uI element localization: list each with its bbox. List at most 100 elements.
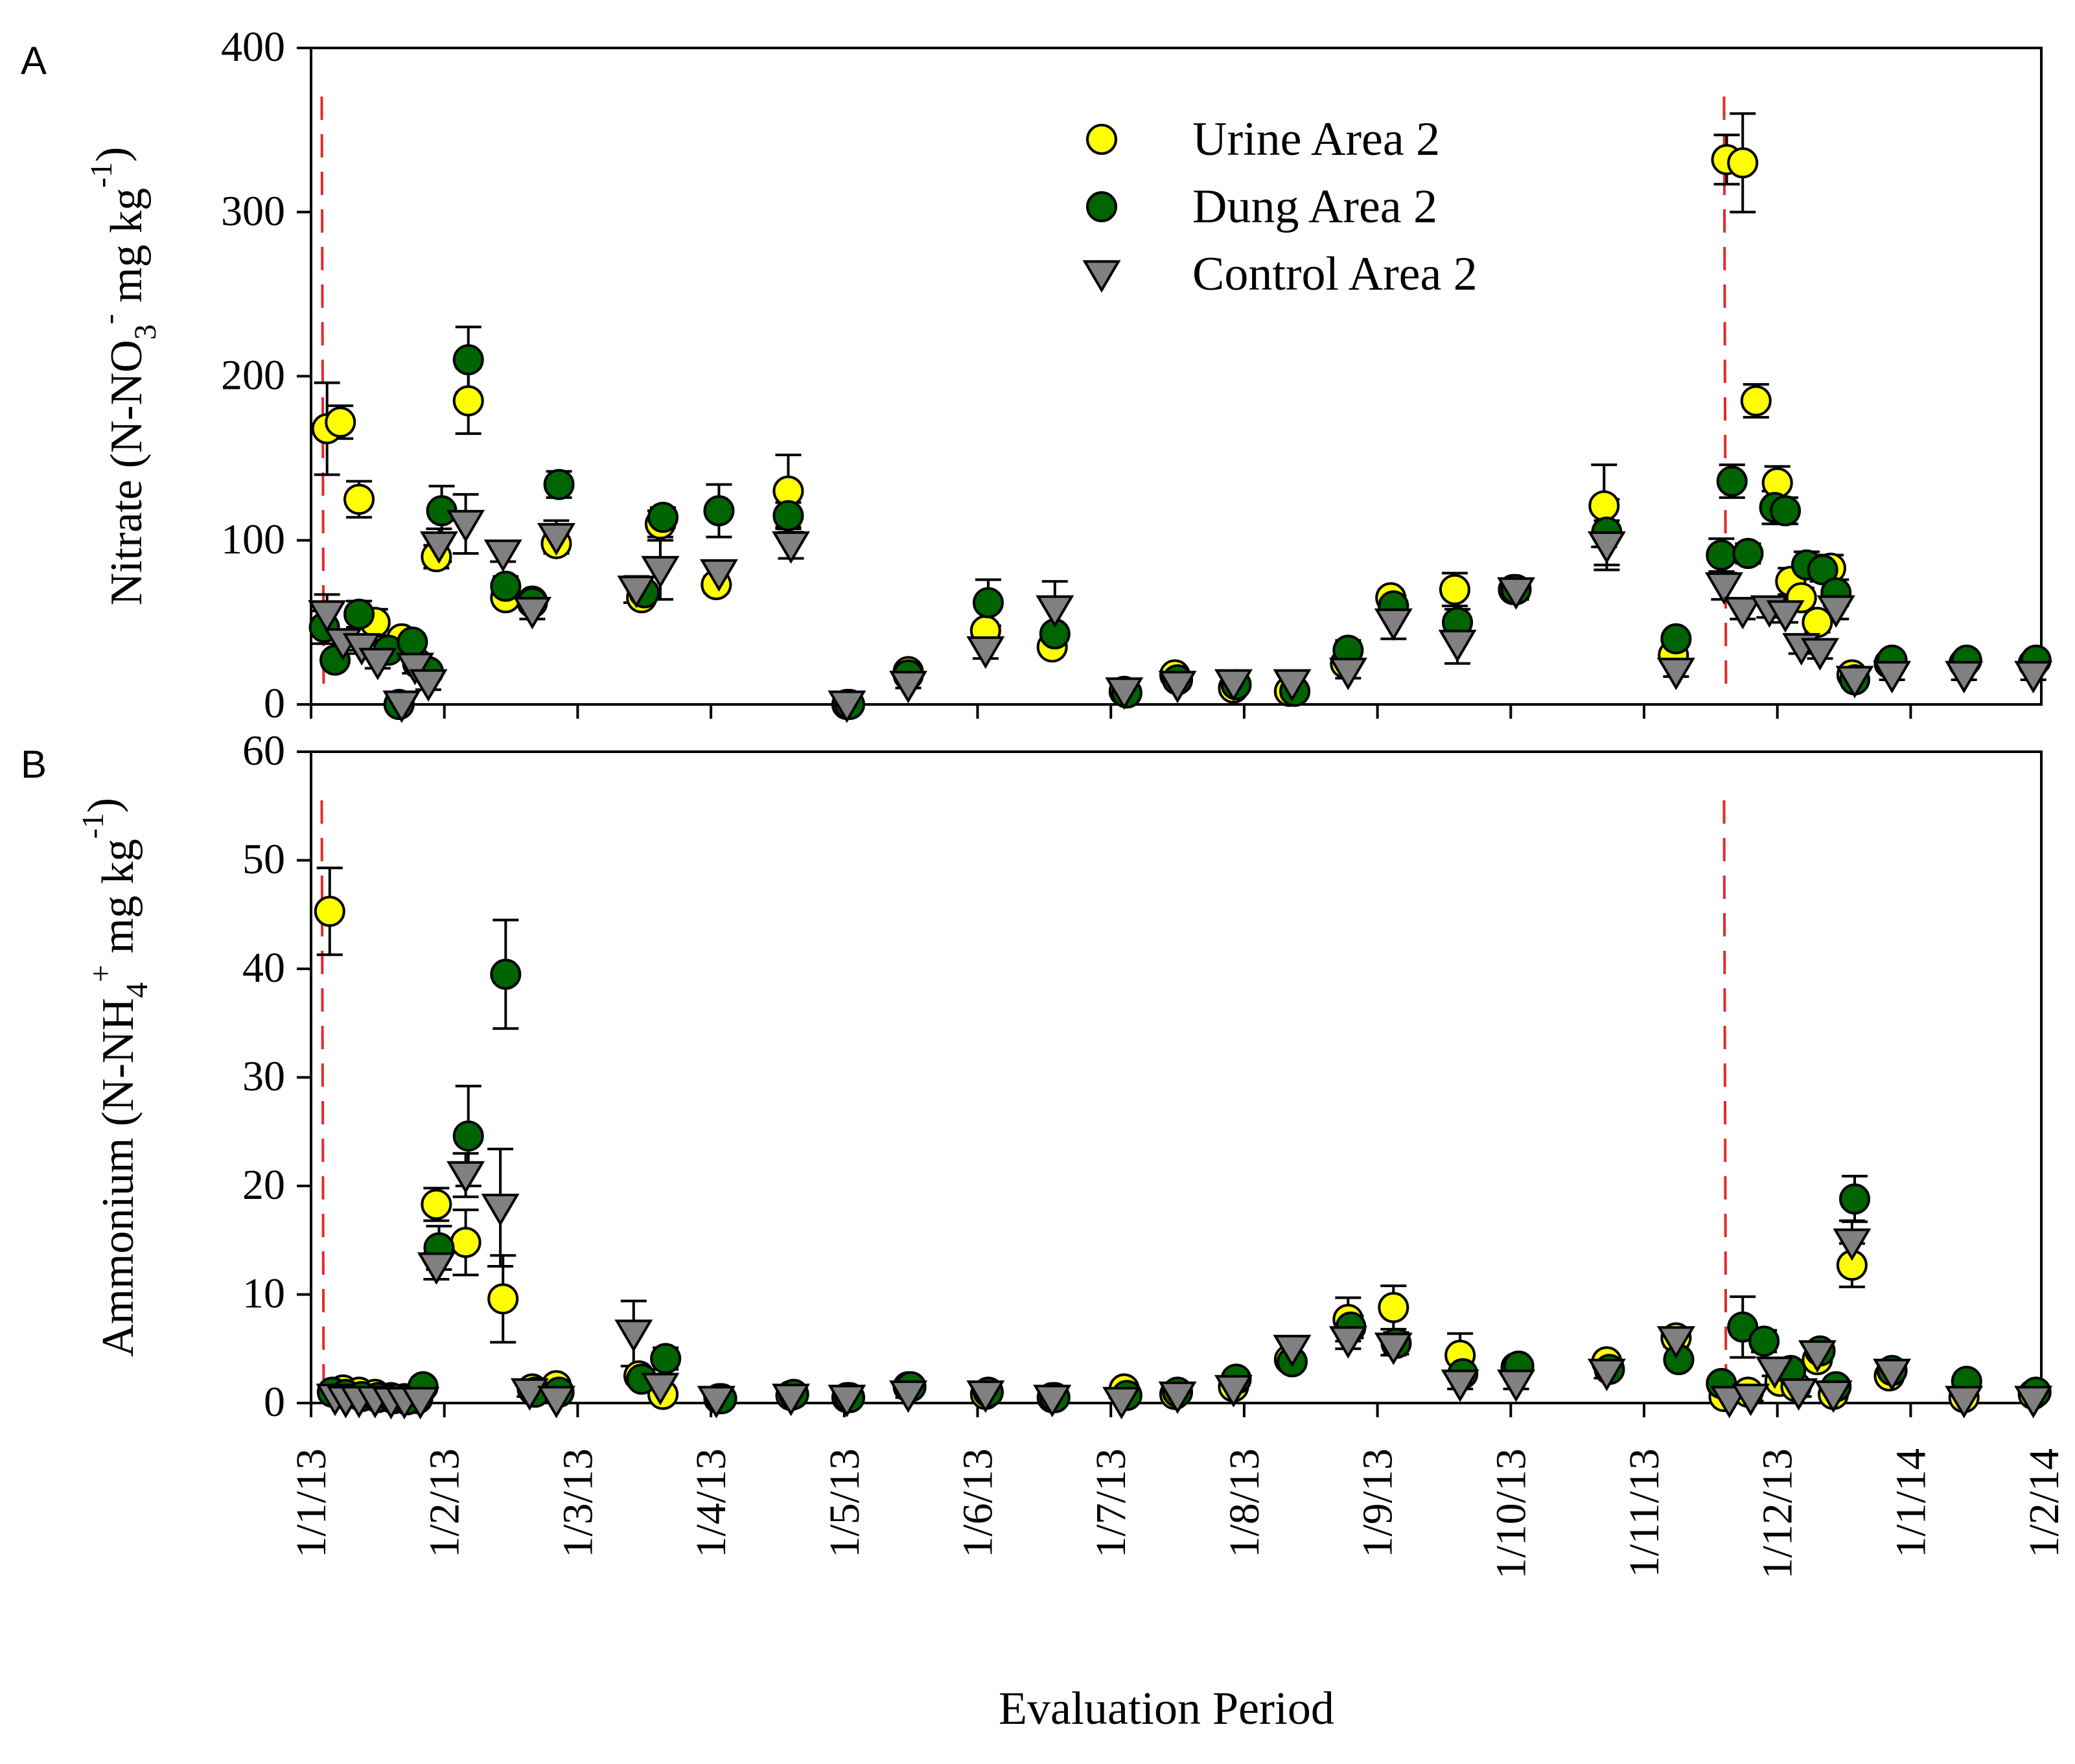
data-point bbox=[452, 385, 484, 417]
legend-marker bbox=[1086, 191, 1117, 222]
panel-a-reference-line bbox=[320, 96, 325, 692]
x-tick-label: 1/1/13 bbox=[288, 1448, 335, 1558]
data-point bbox=[487, 1283, 519, 1315]
data-point bbox=[1158, 1381, 1197, 1414]
panel-a-ytick-label: 200 bbox=[221, 352, 285, 399]
data-point bbox=[1732, 1384, 1770, 1417]
data-point bbox=[1656, 657, 1695, 690]
data-point bbox=[966, 636, 1005, 669]
data-point bbox=[972, 586, 1004, 618]
panel-a-markers-urine-area-2 bbox=[311, 144, 2049, 720]
data-point bbox=[1835, 666, 1874, 699]
panel-a-ytick-label: 400 bbox=[221, 23, 285, 71]
x-axis: 1/1/13 1/2/13 1/3/13 1/4/13 1/5/13 1/6/13 1/7/… bbox=[288, 1448, 2068, 1579]
data-point bbox=[772, 1384, 811, 1417]
panel-a-label: A bbox=[21, 39, 47, 82]
data-point bbox=[483, 539, 522, 572]
panel-b-label: B bbox=[21, 743, 47, 786]
data-point bbox=[1816, 595, 1855, 628]
data-point bbox=[1036, 595, 1074, 628]
x-tick-label: 1/11/13 bbox=[1621, 1448, 1668, 1577]
data-point bbox=[1497, 1369, 1536, 1402]
data-point bbox=[1801, 638, 1840, 671]
panel-b-ytick-label: 10 bbox=[242, 1270, 285, 1317]
data-point bbox=[1102, 1387, 1141, 1420]
data-point bbox=[1727, 1311, 1759, 1343]
legend-label: Dung Area 2 bbox=[1192, 180, 1437, 233]
data-point bbox=[343, 483, 375, 515]
data-point bbox=[1807, 554, 1838, 586]
panel-a-markers-control-area-2 bbox=[308, 509, 2053, 723]
panel-b-ytick-label: 0 bbox=[264, 1378, 285, 1426]
data-point bbox=[1214, 1375, 1253, 1408]
data-point bbox=[446, 509, 485, 543]
data-point bbox=[308, 600, 347, 633]
panel-a: 0 100 200 300 400 A Nitrate (N-NO3- mg kg-1) bbox=[21, 23, 2053, 727]
data-point bbox=[2014, 1386, 2053, 1419]
data-point bbox=[1441, 1369, 1479, 1402]
legend-marker bbox=[1082, 260, 1121, 293]
data-point bbox=[1723, 597, 1762, 630]
data-point bbox=[1814, 1380, 1853, 1413]
panel-b-markers-dung-area-2 bbox=[316, 958, 2052, 1415]
data-point bbox=[889, 1380, 928, 1413]
data-point bbox=[490, 570, 522, 602]
legend-label: Urine Area 2 bbox=[1192, 113, 1440, 166]
data-point bbox=[409, 669, 448, 702]
data-point bbox=[395, 653, 434, 686]
data-point bbox=[697, 1386, 736, 1419]
data-point bbox=[314, 896, 345, 927]
data-point bbox=[617, 575, 656, 609]
data-point bbox=[1660, 623, 1692, 655]
legend: Urine Area 2 Dung Area 2 Control Area 2 bbox=[1082, 113, 1478, 301]
panel-a-ytick-label: 100 bbox=[221, 516, 285, 563]
x-tick-label: 1/12/13 bbox=[1754, 1448, 1802, 1579]
data-point bbox=[343, 598, 375, 630]
data-point bbox=[446, 1161, 485, 1194]
data-point bbox=[772, 500, 804, 531]
data-point bbox=[1374, 608, 1413, 642]
panel-b: 0 10 20 30 40 50 60 B Ammonium (N-NH4+ mg kg-1) bbox=[21, 727, 2053, 1426]
panel-b-ytick-label: 30 bbox=[242, 1053, 285, 1100]
data-point bbox=[1873, 660, 1912, 694]
data-point bbox=[1158, 671, 1197, 704]
data-point bbox=[1328, 657, 1367, 690]
x-tick-label: 1/2/14 bbox=[2021, 1448, 2068, 1558]
data-point bbox=[481, 1194, 520, 1227]
panel-b-y-title: Ammonium (N-NH4+ mg kg-1) bbox=[76, 798, 154, 1357]
data-point bbox=[1770, 495, 1802, 527]
data-point bbox=[537, 523, 575, 556]
x-tick-label: 1/6/13 bbox=[955, 1448, 1002, 1558]
data-point bbox=[1839, 1183, 1871, 1215]
x-tick-label: 1/9/13 bbox=[1354, 1448, 1402, 1558]
data-point bbox=[419, 531, 458, 564]
panel-b-series-urine-area-2 bbox=[316, 866, 2046, 1404]
data-point bbox=[1328, 1326, 1367, 1359]
panel-b-markers-urine-area-2 bbox=[314, 896, 2049, 1415]
data-point bbox=[537, 1386, 575, 1419]
data-point bbox=[1766, 600, 1805, 633]
data-point bbox=[1214, 669, 1253, 702]
data-point bbox=[421, 1189, 452, 1220]
data-point bbox=[1716, 465, 1748, 497]
data-point bbox=[828, 690, 866, 723]
data-point bbox=[703, 495, 735, 527]
x-axis-title: Evaluation Period bbox=[999, 1682, 1334, 1734]
data-point bbox=[1378, 1292, 1409, 1323]
data-point bbox=[1587, 1358, 1626, 1391]
panel-a-y-title: Nitrate (N-NO3- mg kg-1) bbox=[84, 147, 163, 606]
data-point bbox=[397, 626, 428, 658]
panel-b-reference-line bbox=[1722, 800, 1728, 1391]
data-point bbox=[358, 647, 397, 680]
data-point bbox=[1439, 574, 1470, 605]
x-tick-label: 1/10/13 bbox=[1487, 1448, 1535, 1579]
data-point bbox=[1779, 1378, 1818, 1411]
data-point bbox=[1945, 1386, 1984, 1419]
legend-marker bbox=[1086, 124, 1117, 155]
data-point bbox=[1497, 577, 1536, 610]
panel-b-reference-line bbox=[320, 800, 325, 1391]
panel-b-markers-control-area-2 bbox=[316, 1161, 2053, 1420]
data-point bbox=[2014, 660, 2053, 694]
